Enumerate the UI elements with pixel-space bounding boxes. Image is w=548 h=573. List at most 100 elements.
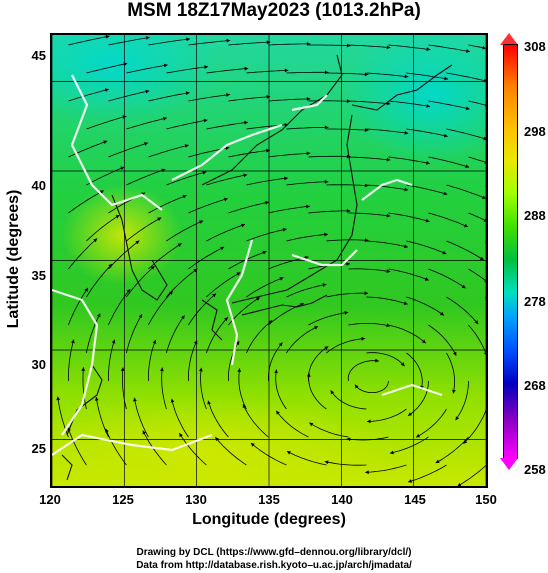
streamline [246,320,273,354]
streamline-arrow [425,218,430,223]
streamline [268,302,305,326]
streamline [330,390,367,410]
streamline [468,44,484,49]
x-tick-150: 150 [475,492,497,507]
streamline-arrow [179,433,183,438]
streamline-arrow [262,250,267,255]
streamline [388,324,427,344]
streamline [206,174,248,186]
streamline-arrow [386,269,391,274]
streamline [326,338,366,354]
streamline [468,212,486,221]
streamline [468,268,486,282]
coastlines [61,54,453,481]
streamline-arrow [184,144,189,148]
streamline [166,220,204,242]
streamline [435,436,469,464]
streamline-arrow [56,396,61,401]
streamline-arrow [266,94,271,99]
map-plot-area [50,33,488,488]
streamline [326,292,369,298]
streamline-arrow [484,279,486,283]
streamline [68,88,109,102]
streamline [366,128,409,134]
streamline [188,293,217,326]
streamline-arrow [484,160,486,165]
streamline-arrow [236,272,241,276]
streamline [206,68,249,74]
streamline [308,100,351,102]
streamline-arrow [367,419,371,424]
streamline-arrow [223,197,228,202]
streamline [428,156,470,168]
streamline-arrow [426,104,431,108]
streamline [188,94,230,102]
streamline [406,352,423,390]
streamline [308,155,351,158]
streamline [406,72,449,80]
streamline-arrow [120,166,125,171]
streamline [133,397,149,438]
streamline-arrow [133,397,137,402]
streamline-arrow [324,70,329,75]
streamline [268,342,283,381]
streamline [246,228,287,242]
streamline [105,428,127,466]
streamline [348,323,391,327]
streamline-arrow [244,120,248,125]
streamline-arrow [161,168,166,173]
streamline-arrow [105,428,109,433]
colorbar-min-arrow [500,458,518,470]
streamline-arrow [250,442,255,447]
streamline [468,324,486,354]
streamline-arrow [386,157,391,162]
streamline [148,195,187,214]
streamline [178,432,207,466]
streamline-arrow [274,369,278,374]
x-tick-135: 135 [258,492,280,507]
streamline [459,464,486,486]
streamline [188,40,231,46]
streamline [188,198,228,214]
streamline [286,284,327,298]
streamline-arrow [404,130,409,135]
streamline [407,380,429,417]
streamline [468,100,486,106]
streamline-arrow [324,179,329,184]
streamline-arrow [474,320,479,325]
streamline [348,100,391,105]
streamline-arrow [123,62,128,67]
streamline-arrow [212,293,217,298]
streamline-arrow [479,256,484,261]
streamline-arrow [424,277,429,281]
streamline-arrow [105,35,110,39]
streamline-arrow [361,336,366,341]
streamline [308,373,327,410]
streamline [286,325,319,354]
streamline [346,436,389,441]
streamline [108,90,150,102]
map-title: MSM 18Z17May2023 (1013.2hPa) [127,0,421,21]
streamline [148,243,182,270]
streamline [367,408,407,422]
x-tick-125: 125 [112,492,134,507]
streamline [326,184,369,187]
streamline-arrow [122,115,127,119]
streamline [366,184,409,191]
streamline [406,128,448,137]
streamline [108,288,131,326]
streamline-arrow [309,422,314,427]
streamline-arrow [485,128,486,131]
streamline-arrow [286,451,291,455]
streamlines [56,35,486,486]
streamline [246,69,289,74]
streamline-arrow [440,311,444,316]
streamline [286,127,329,130]
streamline-arrow [408,412,413,416]
streamline-arrow [186,37,190,42]
streamline-arrow [426,47,431,52]
streamline [126,64,168,74]
streamline [108,339,115,381]
streamline [415,408,447,438]
streamline [326,72,369,75]
